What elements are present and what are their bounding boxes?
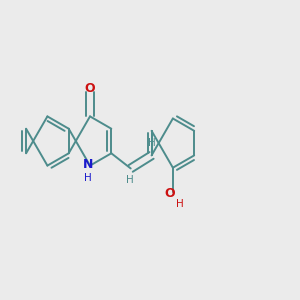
Text: H: H [176,199,184,209]
Text: O: O [165,187,175,200]
Text: N: N [82,158,93,172]
Text: O: O [85,82,95,95]
Text: H: H [126,176,134,185]
Text: H: H [84,173,92,183]
Text: H: H [148,138,156,148]
